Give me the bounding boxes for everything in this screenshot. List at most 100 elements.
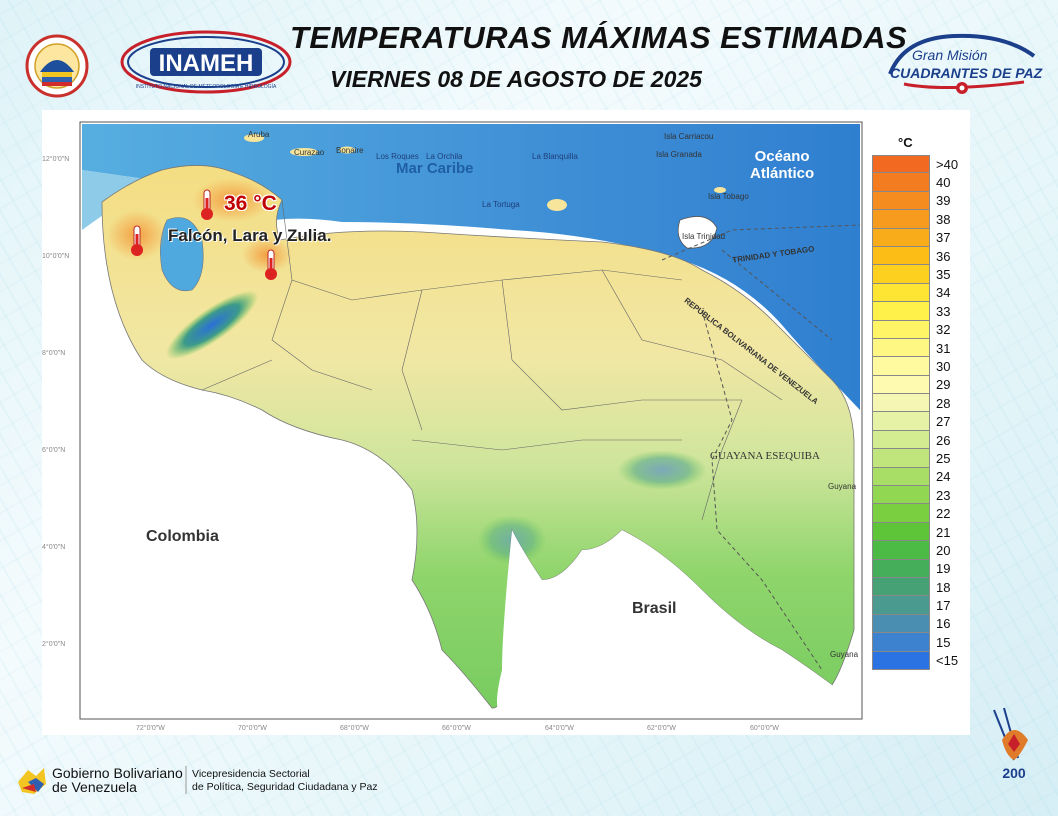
inameh-logo-text: INAMEH [159,50,254,77]
legend-label: 35 [936,267,951,283]
legend-swatch [872,614,930,634]
la-blanquilla-label: La Blanquilla [532,152,578,161]
legend-swatch [872,375,930,395]
bonaire-label: Bonaire [336,146,364,155]
aruba-island [244,134,264,142]
oceano-label-line2: Atlántico [750,165,815,182]
legend-swatch [872,302,930,321]
legend-swatch [872,430,930,450]
los-roques-label: Los Roques [376,152,419,161]
legend-row: 27 [872,412,964,431]
legend-label: <15 [936,653,959,669]
legend-row: 16 [872,614,964,634]
vicepresidencia-text-1: Vicepresidencia Sectorial [192,768,310,780]
legend-label: 37 [936,230,951,246]
guyana-label-1: Guyana [828,482,857,491]
legend-row: >40 [872,155,964,174]
granada-label: Isla Granada [656,150,702,159]
legend-row: 28 [872,394,964,413]
legend-row: 17 [872,596,964,615]
lat-tick: 10°0'0"N [42,253,70,260]
legend-label: 26 [936,432,951,448]
legend-swatch [872,522,930,542]
la-orchila-label: La Orchila [426,152,463,161]
lat-tick: 8°0'0"N [42,350,66,357]
oceano-label: Océano Atlántico [750,148,814,182]
state-boundaries [201,199,783,521]
gobierno-text-2: de Venezuela [52,779,137,795]
vicepresidencia-text-2: de Política, Seguridad Ciudadana y Paz [192,781,378,793]
legend-row: 38 [872,210,964,229]
lago-de-maracaibo [160,217,204,292]
legend-swatch [872,210,930,229]
gobierno-bolivariano-logo: Gobierno Bolivariano de Venezuela Vicepr… [18,765,378,795]
legend-label: 34 [936,285,951,301]
legend-label: 38 [936,211,951,227]
colombia-label: Colombia [146,528,219,545]
tobago-island [714,187,726,193]
legend-row: 22 [872,504,964,523]
legend-label: 30 [936,358,951,374]
temperature-legend: °C >40 40 39 38 37 36 35 34 33 32 31 30 29 28 27 26 25 24… [872,135,964,670]
legend-swatch [872,357,930,376]
legend-swatch [872,320,930,339]
legend-swatch [872,596,930,615]
lat-tick: 2°0'0"N [42,641,66,648]
max-temperature-regions: Falcón, Lara y Zulia. [168,226,332,245]
gran-mision-text: Gran Misión [912,47,988,63]
legend-swatch [872,155,930,174]
legend-swatch [872,173,930,192]
guyana-label-2: Guyana [830,650,859,659]
thermometer-icon [201,189,213,220]
gobierno-text-1: Gobierno Bolivariano [52,765,183,781]
inameh-logo: INAMEH INSTITUTO NACIONAL DE METEOROLOGÍ… [120,30,292,94]
legend-swatch [872,338,930,358]
legend-row: 29 [872,375,964,395]
legend-row: 19 [872,559,964,578]
legend-row: 20 [872,541,964,560]
inameh-logo-subtext: INSTITUTO NACIONAL DE METEOROLOGÍA E HID… [136,83,277,90]
legend-label: 40 [936,175,951,191]
lat-tick: 12°0'0"N [42,156,70,163]
legend-swatch [872,504,930,523]
legend-swatch [872,246,930,266]
temperature-map: 12°0'0"N 10°0'0"N 8°0'0"N 6°0'0"N 4°0'0"… [42,110,970,735]
legend-row: 26 [872,430,964,450]
legend-label: 16 [936,616,951,632]
legend-swatch [872,486,930,505]
max-temperature-value: 36 °C [224,192,277,215]
legend-row: 24 [872,467,964,487]
lat-tick: 6°0'0"N [42,447,66,454]
curazao-label: Curazao [294,148,325,157]
gran-mision-cuadrantes-logo: Gran Misión CUADRANTES DE PAZ [888,33,1043,94]
legend-swatch [872,577,930,597]
ministry-seal-logo [25,34,89,98]
legend-label: 33 [936,303,951,319]
legend-label: 24 [936,469,951,485]
legend-swatch [872,283,930,303]
curazao-island [290,148,318,156]
legend-row: 36 [872,246,964,266]
legend-row: 31 [872,338,964,358]
legend-row: 30 [872,357,964,376]
legend-row: 21 [872,522,964,542]
margarita-island [547,199,567,211]
forecast-date: VIERNES 08 DE AGOSTO DE 2025 [330,66,702,92]
lon-tick: 60°0'0"W [750,725,779,732]
legend-label: 18 [936,579,951,595]
legend-swatch [872,651,930,670]
legend-swatch [872,228,930,247]
legend-label: 36 [936,248,951,264]
page-title: TEMPERATURAS MÁXIMAS ESTIMADAS [290,20,908,55]
lon-tick: 72°0'0"W [136,725,165,732]
legend-label: 28 [936,395,951,411]
legend-row: 18 [872,577,964,597]
trinidad-isla-label: Isla Trinidad [682,232,726,241]
thermometer-icon [131,225,143,256]
legend-label: 29 [936,377,951,393]
aruba-label: Aruba [248,130,270,139]
legend-row: 35 [872,265,964,284]
legend-unit: °C [898,135,913,150]
lat-tick: 4°0'0"N [42,544,66,551]
legend-label: 39 [936,193,951,209]
